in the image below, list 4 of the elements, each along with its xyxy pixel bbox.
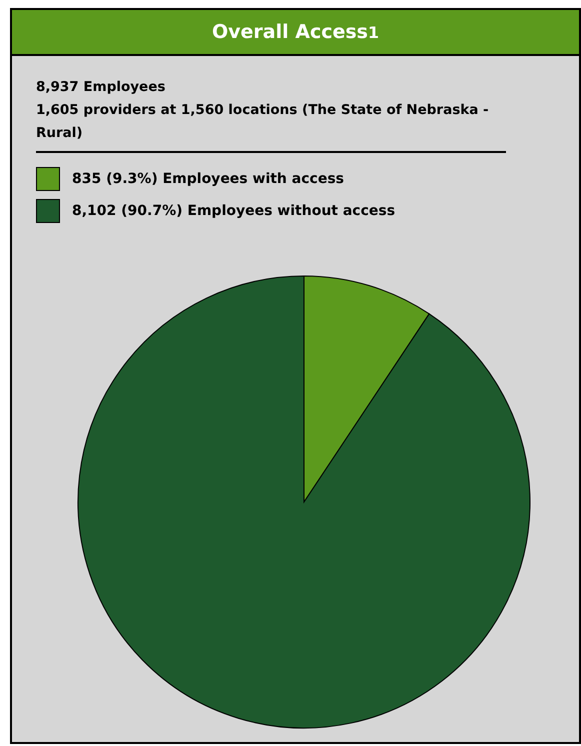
legend-label: 835 (9.3%) Employees with access <box>72 171 344 187</box>
legend-label: 8,102 (90.7%) Employees without access <box>72 203 396 219</box>
pie-slice <box>78 276 530 728</box>
chart-subtitle: 8,937 Employees 1,605 providers at 1,560 locations (The State of Nebraska - Rural) <box>36 76 506 153</box>
